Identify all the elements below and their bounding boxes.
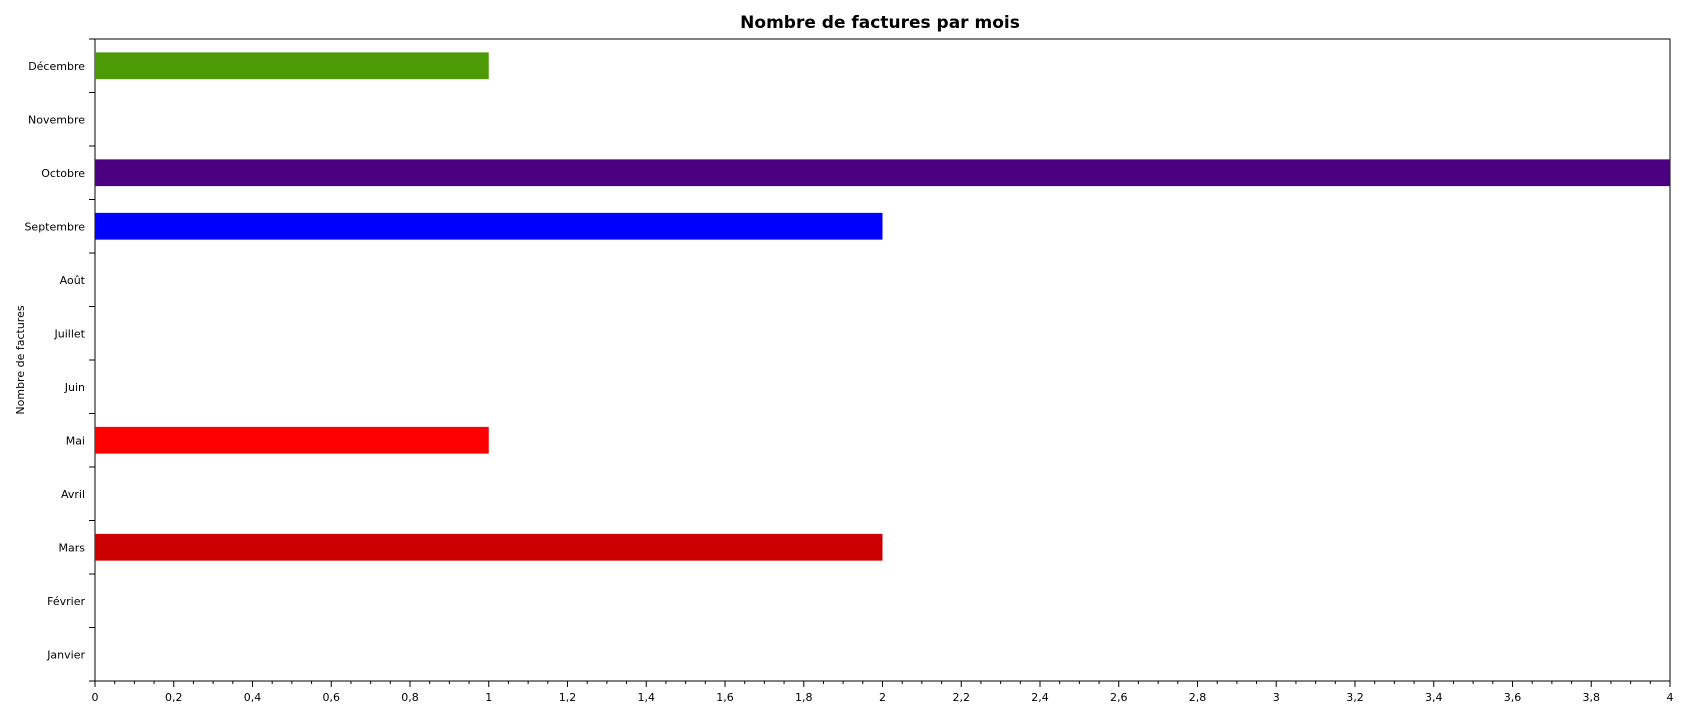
y-tick-label: Décembre (28, 60, 85, 73)
x-tick-label: 0,2 (165, 691, 183, 704)
x-tick-label: 3,8 (1583, 691, 1601, 704)
x-tick-label: 0,6 (323, 691, 341, 704)
y-tick-label: Août (60, 274, 86, 287)
y-axis: Janvier Février Mars Avril Mai Juin Juillet Aoû… (24, 38, 95, 682)
y-tick-label: Septembre (24, 220, 85, 233)
x-tick-label: 0,8 (401, 691, 419, 704)
x-tick-label: 1,6 (716, 691, 734, 704)
bar-mai (95, 426, 489, 454)
x-tick-label: 1,4 (638, 691, 656, 704)
y-tick-label: Juin (64, 381, 85, 394)
x-tick-label: 2,6 (1110, 691, 1128, 704)
chart-title: Nombre de factures par mois (740, 13, 1020, 33)
x-tick-label: 1,8 (795, 691, 813, 704)
bars-group (95, 52, 1670, 561)
plot-area-frame (94, 38, 1671, 682)
x-tick-label: 4 (1667, 691, 1674, 704)
x-tick-label: 3 (1273, 691, 1280, 704)
y-axis-title: Nombre de factures (14, 305, 27, 414)
bar-septembre (95, 212, 883, 240)
x-tick-label: 2,4 (1031, 691, 1049, 704)
y-tick-label: Avril (61, 488, 85, 501)
x-tick-label: 0 (92, 691, 99, 704)
x-tick-label: 2 (879, 691, 886, 704)
y-tick-label: Juillet (54, 327, 86, 340)
x-tick-label: 1 (485, 691, 492, 704)
x-tick-label: 3,4 (1425, 691, 1443, 704)
y-tick-label: Mai (66, 434, 85, 447)
bar-décembre (95, 52, 489, 80)
x-tick-label: 0,4 (244, 691, 262, 704)
x-axis: 0 0,2 0,4 0,6 0,8 1 1,2 1,4 1,6 1,8 2 2,2 2,4 2,6 2,8 3… (92, 681, 1674, 704)
x-tick-label: 1,2 (559, 691, 577, 704)
bar-octobre (95, 159, 1670, 187)
y-tick-label: Mars (59, 541, 86, 554)
y-tick-label: Octobre (41, 167, 85, 180)
x-tick-label: 3,2 (1346, 691, 1364, 704)
bar-mars (95, 533, 883, 561)
y-tick-label: Janvier (46, 648, 85, 661)
y-tick-label: Novembre (28, 113, 85, 126)
x-tick-label: 2,2 (953, 691, 971, 704)
x-tick-label: 3,6 (1504, 691, 1522, 704)
y-tick-label: Février (47, 595, 85, 608)
x-tick-label: 2,8 (1189, 691, 1207, 704)
